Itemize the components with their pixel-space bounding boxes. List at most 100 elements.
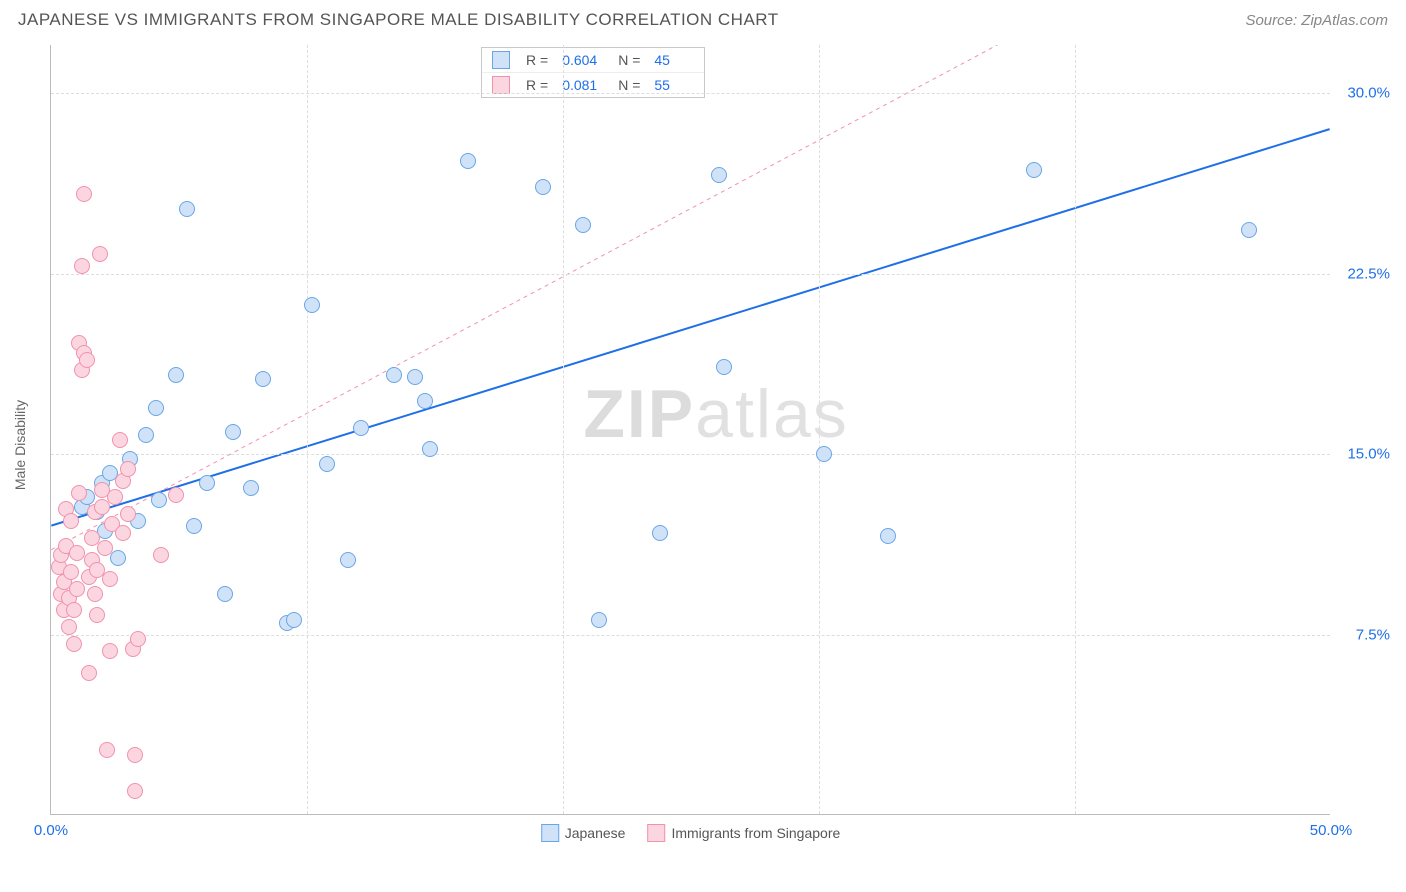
stat-r-label: R = xyxy=(526,77,548,93)
y-tick-label: 15.0% xyxy=(1335,446,1390,463)
watermark-light: atlas xyxy=(695,376,849,452)
x-tick-label: 0.0% xyxy=(34,822,68,839)
gridline-h xyxy=(51,454,1330,455)
source-attribution: Source: ZipAtlas.com xyxy=(1245,12,1388,29)
data-point xyxy=(168,367,184,383)
data-point xyxy=(87,586,103,602)
data-point xyxy=(151,492,167,508)
gridline-h xyxy=(51,635,1330,636)
data-point xyxy=(89,607,105,623)
y-tick-label: 30.0% xyxy=(1335,85,1390,102)
stat-r-label: R = xyxy=(526,52,548,68)
data-point xyxy=(225,424,241,440)
gridline-h xyxy=(51,274,1330,275)
data-point xyxy=(243,480,259,496)
data-point xyxy=(110,550,126,566)
data-point xyxy=(186,518,202,534)
data-point xyxy=(76,186,92,202)
data-point xyxy=(286,612,302,628)
data-point xyxy=(66,636,82,652)
data-point xyxy=(71,485,87,501)
data-point xyxy=(880,528,896,544)
legend-label: Immigrants from Singapore xyxy=(671,825,840,841)
y-tick-label: 22.5% xyxy=(1335,265,1390,282)
gridline-v xyxy=(1075,45,1076,814)
gridline-v xyxy=(819,45,820,814)
stat-n-label: N = xyxy=(618,52,640,68)
data-point xyxy=(199,475,215,491)
data-point xyxy=(652,525,668,541)
trend-line xyxy=(51,45,997,550)
data-point xyxy=(130,631,146,647)
data-point xyxy=(417,393,433,409)
data-point xyxy=(61,619,77,635)
stat-n-label: N = xyxy=(618,77,640,93)
stats-legend-row: R = 0.604 N = 45 xyxy=(482,48,704,72)
data-point xyxy=(102,643,118,659)
data-point xyxy=(74,258,90,274)
legend-item: Immigrants from Singapore xyxy=(647,824,840,842)
plot-area: ZIPatlas R =0.604N =45R =0.081N =55 Japa… xyxy=(50,45,1330,815)
data-point xyxy=(63,513,79,529)
stats-legend: R = 0.604 N = 45 R = 0.081 N = 55 xyxy=(481,47,705,98)
data-point xyxy=(255,371,271,387)
data-point xyxy=(79,352,95,368)
chart-header: JAPANESE VS IMMIGRANTS FROM SINGAPORE MA… xyxy=(0,0,1406,30)
data-point xyxy=(168,487,184,503)
stat-r-value: 0.604 xyxy=(562,52,602,68)
data-point xyxy=(115,525,131,541)
gridline-v xyxy=(307,45,308,814)
gridline-v xyxy=(563,45,564,814)
legend-swatch xyxy=(492,76,510,94)
data-point xyxy=(148,400,164,416)
data-point xyxy=(407,369,423,385)
data-point xyxy=(1026,162,1042,178)
data-point xyxy=(92,246,108,262)
legend-item: Japanese xyxy=(541,824,626,842)
data-point xyxy=(127,747,143,763)
data-point xyxy=(353,420,369,436)
stat-r-value: 0.081 xyxy=(562,77,602,93)
data-point xyxy=(153,547,169,563)
data-point xyxy=(591,612,607,628)
data-point xyxy=(304,297,320,313)
stat-n-value: 55 xyxy=(654,77,694,93)
watermark: ZIPatlas xyxy=(583,375,848,453)
data-point xyxy=(127,783,143,799)
data-point xyxy=(63,564,79,580)
bottom-legend: Japanese Immigrants from Singapore xyxy=(541,824,841,842)
data-point xyxy=(217,586,233,602)
data-point xyxy=(81,665,97,681)
data-point xyxy=(179,201,195,217)
data-point xyxy=(386,367,402,383)
data-point xyxy=(107,489,123,505)
y-axis-title: Male Disability xyxy=(12,400,28,490)
chart-title: JAPANESE VS IMMIGRANTS FROM SINGAPORE MA… xyxy=(18,10,779,30)
data-point xyxy=(112,432,128,448)
data-point xyxy=(120,461,136,477)
gridline-h xyxy=(51,93,1330,94)
legend-swatch xyxy=(541,824,559,842)
trend-lines-svg xyxy=(51,45,1330,814)
legend-swatch xyxy=(492,51,510,69)
data-point xyxy=(1241,222,1257,238)
data-point xyxy=(138,427,154,443)
data-point xyxy=(69,581,85,597)
data-point xyxy=(340,552,356,568)
data-point xyxy=(716,359,732,375)
data-point xyxy=(66,602,82,618)
data-point xyxy=(120,506,136,522)
y-tick-label: 7.5% xyxy=(1335,626,1390,643)
stat-n-value: 45 xyxy=(654,52,694,68)
data-point xyxy=(69,545,85,561)
data-point xyxy=(422,441,438,457)
data-point xyxy=(97,540,113,556)
plot-container: Male Disability ZIPatlas R =0.604N =45R … xyxy=(50,45,1390,845)
data-point xyxy=(535,179,551,195)
trend-line xyxy=(51,129,1329,526)
x-tick-label: 50.0% xyxy=(1310,822,1353,839)
data-point xyxy=(575,217,591,233)
data-point xyxy=(319,456,335,472)
legend-label: Japanese xyxy=(565,825,626,841)
data-point xyxy=(816,446,832,462)
